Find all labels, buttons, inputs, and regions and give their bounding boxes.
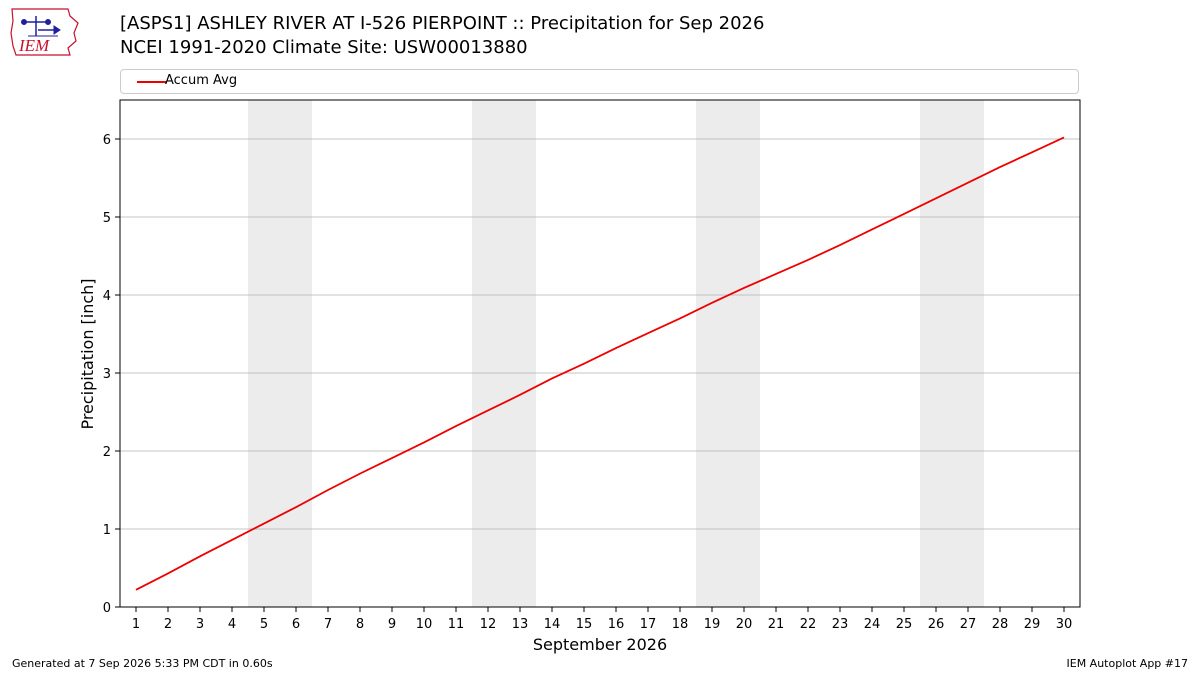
legend-swatch-accum-avg [137,81,167,83]
x-tick-label: 9 [388,617,396,632]
x-tick-label: 28 [992,617,1009,632]
x-tick-label: 18 [672,617,689,632]
x-tick-label: 3 [196,617,204,632]
x-tick-label: 2 [164,617,172,632]
plot-frame [119,99,1081,608]
x-axis-label: September 2026 [533,635,667,654]
y-tick-label: 3 [103,367,111,382]
weather-station-icon [21,16,61,37]
x-tick-label: 21 [768,617,785,632]
y-tick-label: 4 [103,289,111,304]
y-tick-label: 6 [103,133,111,148]
x-tick-label: 10 [416,617,433,632]
x-tick-label: 11 [448,617,465,632]
x-tick-label: 22 [800,617,817,632]
chart-subtitle: NCEI 1991-2020 Climate Site: USW00013880 [120,37,528,58]
iem-logo: IEM [10,8,79,56]
x-tick-label: 26 [928,617,945,632]
legend-label-accum-avg: Accum Avg [165,73,238,88]
x-tick-label: 7 [324,617,332,632]
x-tick-label: 5 [260,617,268,632]
x-tick-label: 25 [896,617,913,632]
x-tick-label: 24 [864,617,881,632]
x-tick-label: 15 [576,617,593,632]
x-tick-label: 29 [1024,617,1041,632]
x-tick-label: 1 [132,617,140,632]
x-tick-label: 23 [832,617,849,632]
y-tick-label: 2 [103,445,111,460]
y-axis-label: Precipitation [inch] [78,278,97,429]
weekend-bands [248,100,984,607]
y-gridlines [120,138,1080,530]
x-tick-label: 30 [1056,617,1073,632]
weekend-band [920,100,984,607]
x-tick-label: 8 [356,617,364,632]
app-label: IEM Autoplot App #17 [1066,657,1189,670]
y-tick-label: 1 [103,523,111,538]
x-tick-label: 19 [704,617,721,632]
x-tick-label: 14 [544,617,561,632]
x-tick-label: 27 [960,617,977,632]
weekend-band [696,100,760,607]
generated-timestamp: Generated at 7 Sep 2026 5:33 PM CDT in 0… [12,657,273,670]
weekend-band [248,100,312,607]
logo-text: IEM [18,36,50,55]
series-layer [135,136,1065,591]
x-tick-label: 12 [480,617,497,632]
y-tick-label: 0 [103,601,111,616]
series-line-accum-avg [135,136,1065,591]
chart-title: [ASPS1] ASHLEY RIVER AT I-526 PIERPOINT … [120,13,765,34]
y-tick-label: 5 [103,211,111,226]
legend: Accum Avg [120,69,1079,94]
x-tick-label: 13 [512,617,529,632]
x-tick-label: 16 [608,617,625,632]
x-tick-label: 6 [292,617,300,632]
y-axis-ticks: 0 1 2 3 4 5 6 [103,133,120,616]
weekend-band [472,100,536,607]
iowa-outline-icon [10,8,79,56]
x-axis-ticks: 1 2 3 4 5 6 7 8 9 10 11 12 13 14 15 16 17 18 19 20 21 22 23 24 2… [132,607,1072,632]
x-tick-label: 20 [736,617,753,632]
x-tick-label: 4 [228,617,236,632]
x-tick-label: 17 [640,617,657,632]
